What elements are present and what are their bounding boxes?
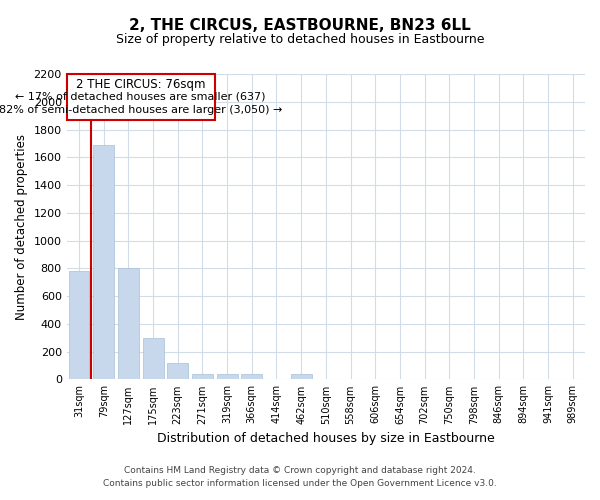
Bar <box>143 338 164 380</box>
Y-axis label: Number of detached properties: Number of detached properties <box>15 134 28 320</box>
Text: Size of property relative to detached houses in Eastbourne: Size of property relative to detached ho… <box>116 32 484 46</box>
Text: 2, THE CIRCUS, EASTBOURNE, BN23 6LL: 2, THE CIRCUS, EASTBOURNE, BN23 6LL <box>129 18 471 32</box>
Bar <box>192 374 213 380</box>
Bar <box>118 268 139 380</box>
X-axis label: Distribution of detached houses by size in Eastbourne: Distribution of detached houses by size … <box>157 432 495 445</box>
Bar <box>241 374 262 380</box>
Bar <box>167 364 188 380</box>
FancyBboxPatch shape <box>67 74 215 120</box>
Text: Contains HM Land Registry data © Crown copyright and database right 2024.
Contai: Contains HM Land Registry data © Crown c… <box>103 466 497 487</box>
Text: 82% of semi-detached houses are larger (3,050) →: 82% of semi-detached houses are larger (… <box>0 104 283 115</box>
Bar <box>68 271 89 380</box>
Text: ← 17% of detached houses are smaller (637): ← 17% of detached houses are smaller (63… <box>16 92 266 102</box>
Text: 2 THE CIRCUS: 76sqm: 2 THE CIRCUS: 76sqm <box>76 78 205 90</box>
Bar <box>93 145 114 380</box>
Bar <box>290 374 311 380</box>
Bar <box>217 374 238 380</box>
